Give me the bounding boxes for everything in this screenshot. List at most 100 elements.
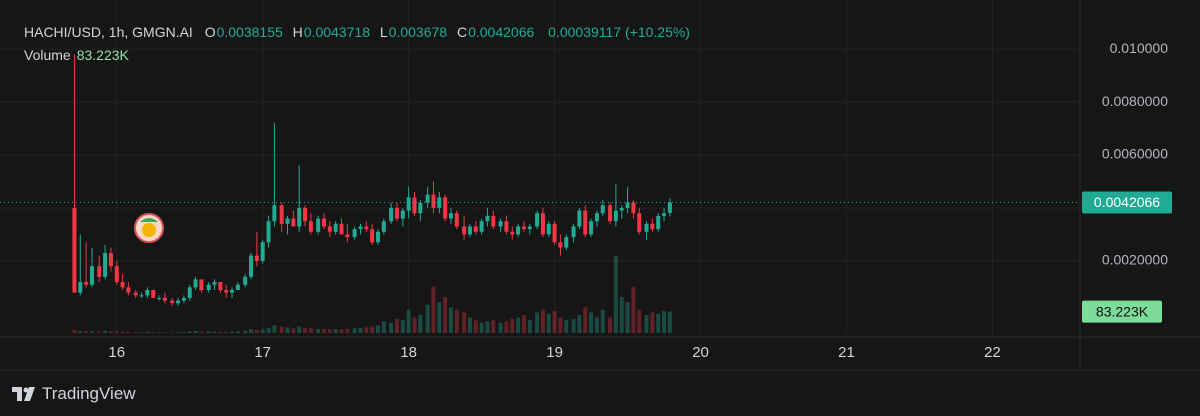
volume-bar — [376, 325, 380, 333]
volume-bar — [187, 331, 192, 333]
candle-body — [425, 194, 430, 203]
ohlc-value: 0.0038155 — [216, 24, 283, 40]
candle-body — [199, 279, 204, 290]
volume-bar — [199, 331, 204, 333]
candle-body — [521, 226, 526, 230]
x-tick-label: 21 — [838, 344, 855, 361]
candle-body — [187, 287, 192, 298]
volume-bar — [157, 332, 162, 333]
ohlc-key: C — [456, 24, 468, 40]
logo-icon — [12, 387, 35, 401]
volume-bar — [333, 329, 338, 333]
volume-bar — [619, 297, 624, 333]
volume-bar — [381, 321, 386, 333]
candle-body — [120, 282, 125, 288]
volume-bar — [139, 332, 144, 333]
volume-bar — [235, 331, 240, 333]
candle-body — [97, 266, 102, 277]
volume-bar — [162, 332, 167, 333]
candle-body — [133, 292, 138, 296]
volume-bar — [89, 331, 94, 333]
volume-bar — [103, 330, 108, 333]
candle-body — [491, 215, 496, 227]
volume-bar — [243, 330, 248, 333]
volume-bar — [546, 313, 551, 333]
volume-bar — [358, 327, 363, 333]
candle-body — [656, 215, 661, 230]
volume-bar — [491, 320, 496, 333]
volume-bar — [394, 318, 399, 333]
candle-body — [145, 290, 150, 296]
y-tick-label: 0.0060000 — [1102, 146, 1168, 162]
candle-body — [151, 290, 156, 298]
candle-body — [431, 194, 436, 208]
volume-bar — [285, 327, 290, 333]
candle-body — [546, 223, 551, 235]
volume-bar — [145, 331, 150, 333]
candle-body — [467, 226, 472, 235]
candle-body — [552, 223, 557, 243]
volume-bar — [249, 329, 254, 333]
candle-body — [376, 231, 380, 243]
volume-bar — [418, 315, 423, 333]
volume-bar — [260, 329, 265, 333]
volume-bar — [594, 317, 599, 333]
ohlc-value: 0.0043718 — [303, 24, 370, 40]
x-tick-label: 16 — [108, 344, 125, 361]
candle-body — [181, 297, 186, 301]
candle-body — [176, 300, 181, 304]
candle-body — [345, 234, 350, 238]
volume-bar — [535, 312, 540, 333]
candle-body — [400, 210, 405, 219]
candle-body — [279, 205, 284, 224]
volume-bar — [126, 331, 131, 333]
volume-bar — [303, 327, 308, 333]
candle-body — [260, 242, 265, 261]
candle-body — [370, 229, 375, 243]
volume-bar — [291, 328, 296, 333]
volume-bar — [97, 331, 102, 333]
candle-body — [589, 221, 594, 235]
volume-bar — [631, 286, 636, 333]
candle-body — [139, 295, 144, 297]
volume-bar — [667, 311, 672, 333]
candle-body — [558, 242, 563, 248]
volume-bar — [308, 328, 313, 333]
candle-body — [527, 226, 532, 230]
volume-bar — [583, 307, 588, 333]
candle-body — [485, 215, 490, 222]
volume-bar — [431, 286, 436, 333]
volume-bar — [443, 297, 448, 333]
volume-bar — [448, 307, 453, 333]
volume-bar — [473, 320, 478, 333]
volume-bar — [498, 322, 503, 333]
volume-bar — [589, 312, 594, 333]
volume-bar — [352, 328, 357, 333]
volume-bar — [625, 302, 630, 333]
candle-body — [662, 213, 667, 216]
volume-bar — [181, 332, 186, 333]
candle-body — [389, 207, 394, 222]
candle-body — [72, 207, 77, 293]
volume-bar — [650, 312, 655, 333]
volume-bar — [212, 331, 217, 333]
volume-bar — [406, 309, 411, 333]
candle-body — [583, 210, 588, 235]
candle-body — [564, 237, 569, 248]
candle-body — [297, 207, 302, 227]
candle-body — [285, 218, 290, 224]
grid — [0, 0, 1080, 335]
candle-body — [358, 226, 363, 230]
volume-bar — [510, 318, 515, 333]
candle-body — [352, 229, 357, 238]
logo[interactable]: TradingView — [12, 384, 136, 404]
candle-body — [479, 221, 484, 232]
volume-bar — [193, 330, 198, 333]
candle-body — [193, 279, 198, 288]
candle-body — [510, 231, 515, 235]
volume-bar — [254, 329, 259, 333]
candle-body — [516, 226, 521, 235]
candle-body — [254, 255, 259, 261]
candle-body — [619, 207, 624, 211]
